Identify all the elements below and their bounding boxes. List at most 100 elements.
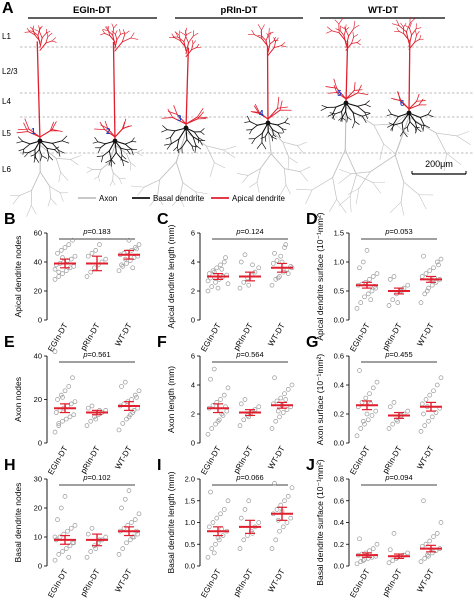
data-point <box>278 502 284 508</box>
data-point <box>52 277 58 282</box>
category-label: WT-DT <box>113 567 134 594</box>
group-header-egin: EGIn-DT <box>28 5 157 19</box>
data-point <box>434 259 440 265</box>
data-point <box>130 265 136 271</box>
y-tick-label: 10 <box>34 533 42 542</box>
data-point <box>71 264 77 269</box>
data-point <box>126 414 132 420</box>
data-point <box>438 520 444 525</box>
morphology-legend: Axon Basal dendrite Apical dendrite <box>78 194 285 203</box>
data-point <box>205 278 211 284</box>
y-tick-label: 0.6 <box>334 352 344 361</box>
data-point <box>216 417 222 423</box>
data-point <box>277 274 282 279</box>
category-label: pRIn-DT <box>381 567 404 598</box>
data-point <box>63 268 69 274</box>
panel-a-letter: A <box>2 0 14 17</box>
p-value-label: p=0.561 <box>82 350 110 359</box>
category-label: EGIn-DT <box>348 321 372 353</box>
data-point <box>436 262 441 268</box>
data-point <box>218 397 223 402</box>
data-point <box>120 546 126 551</box>
data-point <box>205 288 211 294</box>
data-point <box>89 250 95 256</box>
data-point <box>424 288 430 294</box>
data-point <box>434 531 440 536</box>
y-tick-label: 0.5 <box>334 287 344 296</box>
data-point <box>275 408 281 414</box>
y-axis-label: Apical dendrite nodes <box>13 236 23 318</box>
data-point <box>426 553 431 559</box>
p-value-label: p=0.053 <box>384 227 412 236</box>
data-point <box>122 379 128 385</box>
data-point <box>119 384 124 389</box>
data-point <box>419 401 425 407</box>
data-point <box>285 271 291 276</box>
data-point <box>88 418 94 424</box>
category-label: EGIn-DT <box>199 321 223 353</box>
data-point <box>429 414 435 420</box>
data-point <box>210 520 216 525</box>
y-tick-label: 1.5 <box>185 496 195 505</box>
panel-b: B 0 20 40 60 Apical dendrite nodes p=0.183 EGIn… <box>4 211 142 353</box>
data-point <box>52 429 58 435</box>
category-label: pRIn-DT <box>79 444 102 475</box>
data-point <box>129 520 134 525</box>
data-point <box>423 397 429 402</box>
layer-label-l5: L5 <box>2 129 11 138</box>
data-point <box>391 400 397 405</box>
data-point <box>205 431 211 437</box>
data-point <box>53 410 59 415</box>
cell-number-label: 2 <box>106 127 111 136</box>
data-point <box>422 556 428 561</box>
y-tick-label: 0 <box>191 439 195 448</box>
data-point <box>273 418 279 424</box>
data-point <box>246 498 252 504</box>
data-point <box>358 300 364 305</box>
data-point <box>280 410 286 415</box>
panel-a-morphology: A EGIn-DT pRIn-DT WT-DT L1 L2/3 L4 L5 L6… <box>2 0 474 217</box>
layer-boundaries <box>20 46 474 154</box>
data-point <box>218 511 223 517</box>
p-value-label: p=0.564 <box>235 350 263 359</box>
data-point <box>289 382 295 388</box>
panel-letter: E <box>4 334 15 351</box>
data-point <box>97 242 102 247</box>
data-point <box>58 505 64 511</box>
legend-label-axon: Axon <box>99 194 117 203</box>
axon-tracing <box>86 144 143 187</box>
data-point <box>209 546 215 551</box>
data-point <box>136 511 142 517</box>
data-point <box>211 550 217 556</box>
data-point <box>238 401 244 407</box>
data-point <box>210 268 216 274</box>
data-point <box>208 376 213 382</box>
panel-g: G 0.0 0.2 0.4 0.6 Axon surface (10⁻¹mm²) p=0.4… <box>306 334 444 476</box>
data-point <box>391 274 397 279</box>
neuron-6: 6 <box>338 16 471 216</box>
data-point <box>56 274 62 279</box>
data-point <box>418 429 424 434</box>
legend-label-apical: Apical dendrite <box>232 194 285 203</box>
data-point <box>424 552 430 558</box>
data-point <box>237 546 243 551</box>
data-point <box>354 561 360 567</box>
y-tick-label: 1.5 <box>334 229 344 238</box>
category-label: EGIn-DT <box>348 567 372 599</box>
data-point <box>256 520 262 525</box>
data-point <box>68 525 74 531</box>
panel-c: C 0 2 4 6 Apical dendrite length (mm) p=0.124 E… <box>157 211 295 353</box>
data-point <box>119 262 124 268</box>
data-point <box>363 395 369 401</box>
data-point <box>88 269 94 275</box>
data-point <box>368 297 374 303</box>
axon-tracing <box>236 126 311 197</box>
data-point <box>273 537 279 543</box>
data-point <box>224 408 230 414</box>
data-point <box>364 411 370 417</box>
panel-letter: G <box>306 334 318 351</box>
category-label: WT-DT <box>113 321 134 348</box>
data-point <box>277 528 282 534</box>
y-tick-label: 1.0 <box>334 258 344 267</box>
